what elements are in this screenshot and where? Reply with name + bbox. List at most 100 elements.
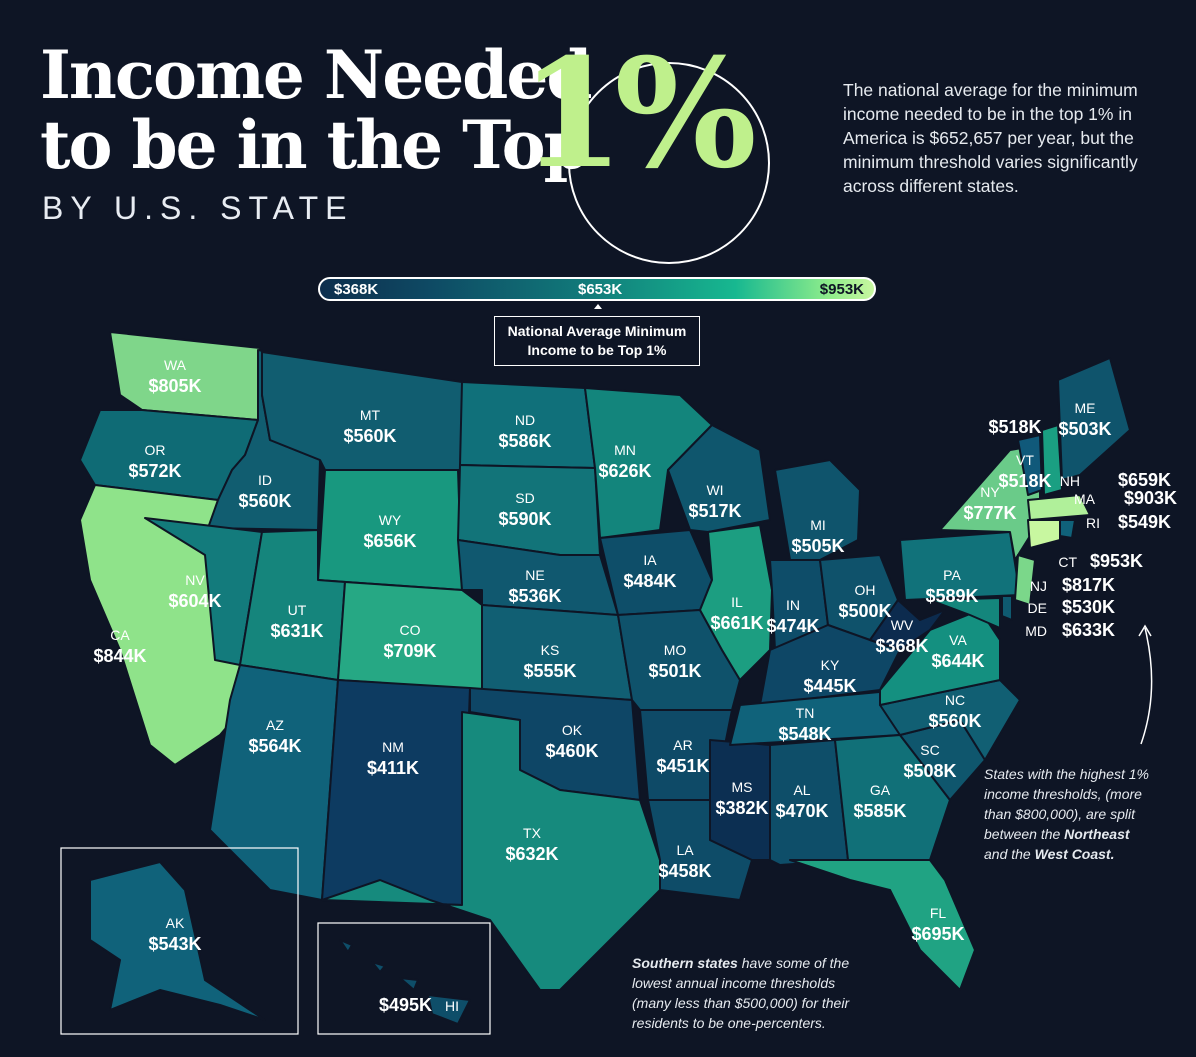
state-abbr-tn: TN bbox=[796, 705, 815, 721]
main-title: Income Needed to be in the Top bbox=[40, 36, 592, 180]
state-abbr-ma: MA bbox=[1074, 491, 1096, 507]
state-abbr-ky: KY bbox=[821, 657, 840, 673]
note-s-line-1: Southern states have some of the bbox=[632, 953, 892, 973]
state-abbr-ms: MS bbox=[732, 779, 753, 795]
state-abbr-ny: NY bbox=[980, 484, 1000, 500]
state-value-ut: $631K bbox=[270, 621, 323, 641]
state-value-wv: $368K bbox=[875, 636, 928, 656]
state-abbr-vt: VT bbox=[1016, 452, 1034, 468]
state-abbr-sc: SC bbox=[920, 742, 939, 758]
note-ne-text-a: between the bbox=[984, 826, 1065, 842]
state-abbr-il: IL bbox=[731, 594, 743, 610]
state-value-nh: $659K bbox=[1118, 470, 1171, 490]
state-shape-fl bbox=[789, 859, 976, 991]
state-abbr-ar: AR bbox=[673, 737, 692, 753]
state-value-nm: $411K bbox=[367, 758, 419, 778]
state-abbr-oh: OH bbox=[855, 582, 876, 598]
state-shape-ri bbox=[1059, 519, 1076, 539]
state-value-ia: $484K bbox=[623, 571, 676, 591]
title-line-1: Income Needed bbox=[40, 36, 592, 114]
state-shape-hi bbox=[339, 939, 471, 1025]
state-shape-il bbox=[699, 524, 773, 681]
note-ne-line-2: income thresholds, (more bbox=[984, 786, 1142, 802]
scale-min-label: $368K bbox=[334, 281, 379, 298]
state-abbr-ak: AK bbox=[166, 915, 185, 931]
state-value-nd: $586K bbox=[498, 431, 551, 451]
state-value-ks: $555K bbox=[523, 661, 576, 681]
state-abbr-fl: FL bbox=[930, 905, 947, 921]
state-abbr-nv: NV bbox=[185, 572, 205, 588]
state-abbr-me: ME bbox=[1075, 400, 1096, 416]
scale-mid-label: $653K bbox=[578, 281, 623, 298]
state-value-tx: $632K bbox=[505, 844, 558, 864]
intro-text: The national average for the minimum inc… bbox=[843, 80, 1138, 196]
state-value-me: $503K bbox=[1058, 419, 1111, 439]
state-value-il: $661K bbox=[710, 613, 763, 633]
state-shape-az bbox=[209, 664, 339, 901]
state-value-pa: $589K bbox=[925, 586, 978, 606]
state-shape-mn bbox=[584, 387, 713, 539]
state-abbr-id: ID bbox=[258, 472, 272, 488]
state-value-mo: $501K bbox=[648, 661, 701, 681]
state-value-ma: $903K bbox=[1124, 488, 1177, 508]
state-value-oh: $500K bbox=[838, 601, 891, 621]
state-shape-vt bbox=[1017, 434, 1043, 496]
state-value-mi: $505K bbox=[791, 536, 844, 556]
state-value-va: $644K bbox=[931, 651, 984, 671]
state-value-wa: $805K bbox=[148, 376, 201, 396]
state-shape-ga bbox=[834, 734, 951, 861]
title-circle bbox=[568, 62, 770, 264]
state-abbr-az: AZ bbox=[266, 717, 284, 733]
northeast-arrowhead-icon bbox=[1138, 624, 1152, 637]
state-value-az: $564K bbox=[248, 736, 301, 756]
note-ne-westcoast: West Coast. bbox=[1034, 846, 1115, 862]
state-value-vt: $518K bbox=[988, 417, 1041, 437]
state-abbr-hi: HI bbox=[445, 998, 459, 1014]
state-abbr-pa: PA bbox=[943, 567, 961, 583]
state-abbr-ks: KS bbox=[541, 642, 560, 658]
state-value-ri: $549K bbox=[1118, 512, 1171, 532]
note-ne-northeast: Northeast bbox=[1064, 826, 1130, 842]
state-abbr-tx: TX bbox=[523, 825, 542, 841]
state-value-sc: $508K bbox=[903, 761, 956, 781]
state-value-vt: $518K bbox=[998, 471, 1051, 491]
note-ne-line-3: than $800,000), are split bbox=[984, 806, 1135, 822]
state-abbr-nj: NJ bbox=[1030, 578, 1047, 594]
state-value-al: $470K bbox=[775, 801, 828, 821]
note-ne-text-b: and the bbox=[984, 846, 1035, 862]
state-abbr-co: CO bbox=[400, 622, 421, 638]
state-abbr-ct: CT bbox=[1058, 554, 1077, 570]
state-value-sd: $590K bbox=[498, 509, 551, 529]
state-value-ms: $382K bbox=[715, 798, 768, 818]
state-shape-nv bbox=[144, 517, 263, 666]
state-shape-wv bbox=[869, 599, 946, 651]
state-value-wi: $517K bbox=[688, 501, 741, 521]
state-shape-wi bbox=[667, 424, 771, 533]
callout-line-2: Income to be Top 1% bbox=[527, 342, 667, 358]
state-shape-wy bbox=[317, 469, 463, 591]
state-abbr-mi: MI bbox=[810, 517, 826, 533]
state-shape-md bbox=[929, 597, 1001, 629]
state-abbr-wv: WV bbox=[891, 617, 914, 633]
state-abbr-ne: NE bbox=[525, 567, 544, 583]
state-value-hi: $495K bbox=[379, 995, 432, 1015]
state-abbr-ok: OK bbox=[562, 722, 583, 738]
state-shape-ak bbox=[89, 861, 266, 1021]
state-value-mn: $626K bbox=[598, 461, 651, 481]
state-shape-ma bbox=[1027, 494, 1091, 521]
scale-max-label: $953K bbox=[819, 281, 864, 298]
south-note: Southern states have some of the lowest … bbox=[632, 953, 892, 1033]
state-abbr-al: AL bbox=[793, 782, 810, 798]
state-value-nv: $604K bbox=[168, 591, 221, 611]
scale-pointer-icon bbox=[594, 304, 602, 309]
state-value-in: $474K bbox=[766, 616, 819, 636]
note-s-line-3: (many less than $500,000) for their bbox=[632, 995, 850, 1011]
state-abbr-mn: MN bbox=[614, 442, 636, 458]
state-value-tn: $548K bbox=[778, 724, 831, 744]
state-abbr-nm: NM bbox=[382, 739, 404, 755]
state-abbr-sd: SD bbox=[515, 490, 534, 506]
state-value-ny: $777K bbox=[963, 503, 1016, 523]
national-average-callout: National Average Minimum Income to be To… bbox=[494, 316, 700, 366]
state-value-co: $709K bbox=[383, 641, 436, 661]
alaska-inset-frame bbox=[60, 847, 299, 1035]
